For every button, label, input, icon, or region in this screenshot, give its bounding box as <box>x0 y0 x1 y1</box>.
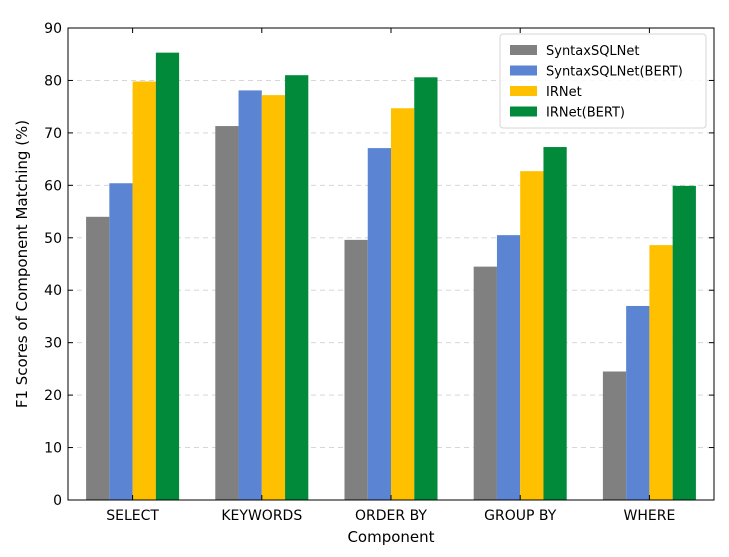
legend-box <box>499 33 707 129</box>
x-axis-label: Component <box>347 528 434 546</box>
bar <box>473 266 497 500</box>
x-tick-label: WHERE <box>624 508 676 524</box>
y-tick-label: 50 <box>44 231 62 247</box>
y-tick-label: 70 <box>44 126 62 142</box>
x-axis-ticks: SELECT KEYWORDS ORDER BY GROUP BY WHERE <box>106 28 675 524</box>
y-tick-label: 40 <box>44 283 62 299</box>
bar <box>261 95 286 500</box>
y-axis-ticks: 0 10 20 30 40 50 60 70 80 90 <box>44 21 714 509</box>
y-tick-label: 90 <box>44 21 62 37</box>
legend-label: IRNet <box>546 85 582 100</box>
bar <box>520 171 544 500</box>
legend-swatch <box>510 65 537 76</box>
legend-label: IRNet(BERT) <box>546 106 625 121</box>
bar <box>155 52 180 500</box>
bar <box>86 216 110 501</box>
legend-swatch <box>510 45 537 55</box>
legend-swatch <box>510 86 537 96</box>
x-tick-label: SELECT <box>106 508 159 524</box>
y-tick-label: 80 <box>44 73 62 89</box>
bar <box>285 75 309 500</box>
bar <box>649 245 673 500</box>
bar <box>344 239 368 500</box>
y-tick-label: 10 <box>44 441 62 457</box>
x-tick-label: ORDER BY <box>355 508 427 524</box>
bar <box>543 147 567 500</box>
bar <box>109 183 133 501</box>
bar <box>672 185 696 500</box>
legend-label: SyntaxSQLNet(BERT) <box>546 65 683 80</box>
bar <box>238 90 262 501</box>
x-tick-label: KEYWORDS <box>221 508 302 524</box>
bar <box>391 108 415 501</box>
legend: SyntaxSQLNet SyntaxSQLNet(BERT) IRNet IRNet… <box>499 33 707 129</box>
bar <box>367 148 391 500</box>
y-axis-label: F1 Scores of Component Matching (%) <box>13 120 31 408</box>
bar <box>414 77 438 500</box>
bar <box>626 305 650 500</box>
y-tick-label: 60 <box>44 178 62 194</box>
bar <box>132 81 156 500</box>
bars <box>86 52 696 501</box>
legend-label: SyntaxSQLNet <box>546 44 640 59</box>
bar <box>496 235 521 500</box>
y-tick-label: 20 <box>44 388 62 404</box>
y-tick-label: 30 <box>44 336 62 352</box>
legend-swatch <box>510 106 537 117</box>
x-tick-label: GROUP BY <box>484 508 557 524</box>
bar <box>215 126 239 501</box>
y-tick-label: 0 <box>53 493 62 509</box>
bar <box>602 371 627 500</box>
